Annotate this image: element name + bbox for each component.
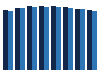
Bar (39, 6, 44, 70)
Bar (92, 11, 97, 70)
Bar (15, 8, 20, 70)
Bar (32, 7, 37, 70)
Bar (75, 9, 80, 70)
Bar (80, 9, 85, 70)
Bar (51, 6, 56, 70)
Bar (56, 7, 61, 70)
Bar (8, 11, 13, 70)
Bar (3, 10, 8, 70)
Bar (87, 10, 92, 70)
Bar (63, 7, 68, 70)
Bar (68, 8, 73, 70)
Bar (44, 7, 49, 70)
Bar (20, 8, 25, 70)
Bar (27, 6, 32, 70)
